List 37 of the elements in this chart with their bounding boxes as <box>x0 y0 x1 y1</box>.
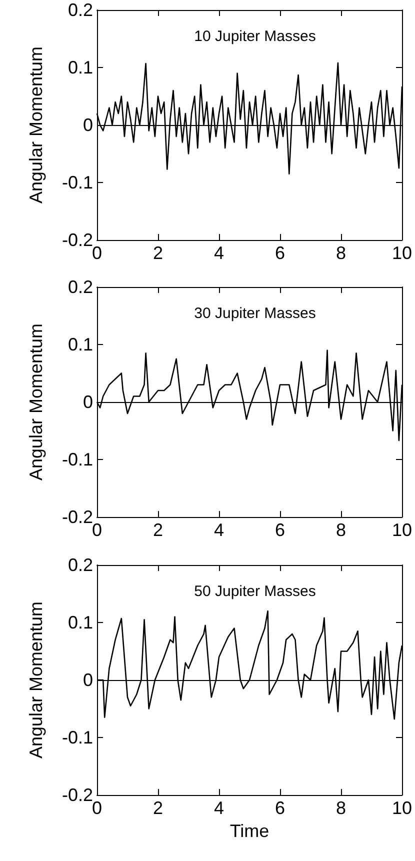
y-axis-title: Angular Momentum <box>26 601 46 759</box>
x-tick-label: 2 <box>152 798 164 818</box>
y-tick-label: 0.1 <box>68 612 93 632</box>
y-tick-label: -0.1 <box>62 172 93 192</box>
y-tick-label: -0.1 <box>62 728 93 748</box>
x-tick-label: 6 <box>274 243 285 263</box>
x-tick-label: 4 <box>214 520 224 540</box>
y-tick-label: 0 <box>82 392 93 412</box>
y-tick-label: -0.2 <box>62 785 93 805</box>
y-tick-label: 0.2 <box>68 0 93 20</box>
y-tick-label: -0.2 <box>62 507 93 527</box>
x-tick-label: 10 <box>392 798 412 818</box>
x-tick-label: 4 <box>214 798 224 818</box>
y-tick-label: 0.1 <box>68 334 93 354</box>
y-tick-label: 0.1 <box>68 58 93 78</box>
y-axis-title: Angular Momentum <box>26 323 46 481</box>
x-tick-label: 2 <box>152 520 164 540</box>
y-tick-label: -0.2 <box>62 230 93 250</box>
x-tick-label: 8 <box>336 243 346 263</box>
y-tick-label: 0 <box>82 115 93 135</box>
x-axis-title: Time <box>230 820 270 841</box>
x-tick-label: 2 <box>152 243 164 263</box>
y-tick-label: 0.2 <box>68 277 93 297</box>
y-tick-label: -0.1 <box>62 450 93 470</box>
x-tick-label: 10 <box>392 243 412 263</box>
x-tick-label: 6 <box>274 520 285 540</box>
x-tick-label: 8 <box>336 798 346 818</box>
x-tick-label: 6 <box>274 798 285 818</box>
y-tick-label: 0 <box>82 670 93 690</box>
x-tick-label: 8 <box>336 520 346 540</box>
text: 10 Jupiter Masses <box>194 28 316 45</box>
x-tick-label: 4 <box>214 243 224 263</box>
text: 30 Jupiter Masses <box>194 305 316 322</box>
y-axis-title: Angular Momentum <box>26 46 46 204</box>
y-tick-label: 0.2 <box>68 555 93 575</box>
x-tick-label: 10 <box>392 520 412 540</box>
text: 50 Jupiter Masses <box>194 583 316 600</box>
